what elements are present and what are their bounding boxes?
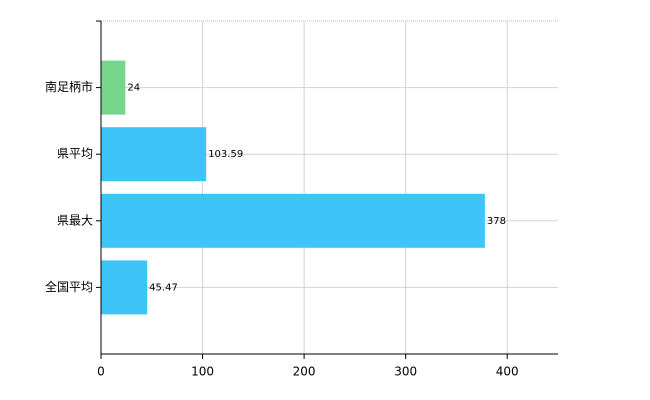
y-tick-label: 全国平均 xyxy=(45,279,93,294)
bar xyxy=(101,193,485,248)
bar xyxy=(101,60,126,115)
bar xyxy=(101,127,207,182)
x-tick-label: 300 xyxy=(394,365,417,379)
x-tick-label: 100 xyxy=(191,365,214,379)
value-label: 103.59 xyxy=(208,149,243,160)
x-tick-label: 400 xyxy=(496,365,519,379)
y-tick-label: 県最大 xyxy=(57,213,93,227)
value-label: 378 xyxy=(487,216,506,227)
value-label: 24 xyxy=(127,83,140,94)
x-tick-label: 200 xyxy=(293,365,316,379)
bar xyxy=(101,260,148,315)
x-tick-label: 0 xyxy=(97,365,105,379)
y-tick-label: 南足柄市 xyxy=(45,79,93,94)
y-tick-label: 県平均 xyxy=(57,147,93,161)
value-label: 45.47 xyxy=(149,282,178,293)
